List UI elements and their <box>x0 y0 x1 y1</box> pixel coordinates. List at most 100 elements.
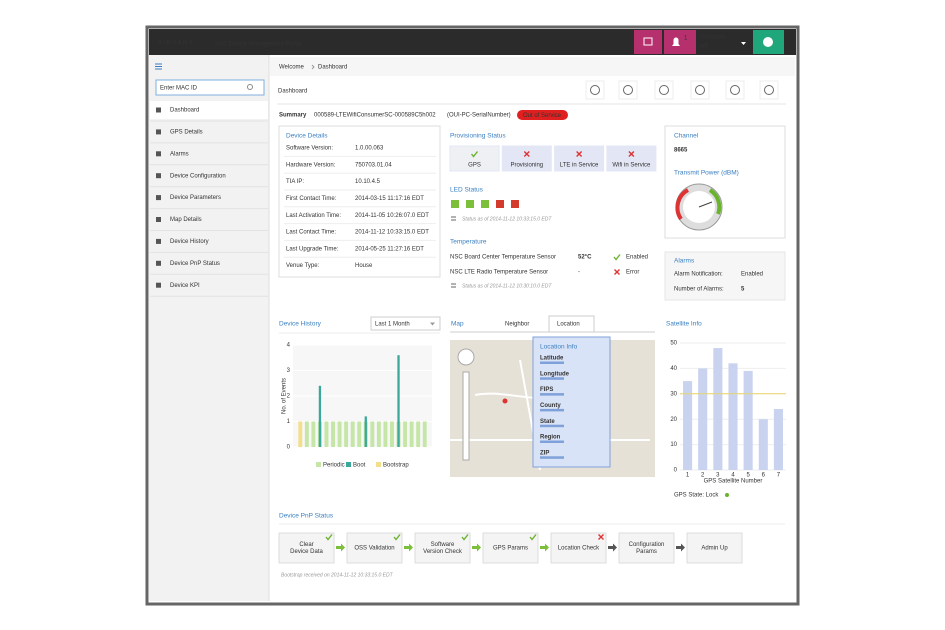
alarm-label: Alarm Notification: <box>674 272 723 278</box>
refresh-icon <box>451 283 456 288</box>
detail-label: Last Activation Time: <box>286 213 341 219</box>
calendar-button[interactable] <box>634 30 662 54</box>
menu-item-highlight <box>150 101 268 119</box>
bar <box>390 421 394 447</box>
notification-count: 1 <box>684 36 688 42</box>
y-tick-label: 40 <box>670 366 677 372</box>
toolbar-icon <box>590 85 600 95</box>
bar <box>416 421 421 447</box>
refresh-icon <box>451 216 456 221</box>
toolbar-icon <box>730 85 740 95</box>
error-icon <box>523 151 530 157</box>
alarm-value: Enabled <box>741 272 763 278</box>
notifications-button[interactable] <box>664 30 696 54</box>
menu-item[interactable]: Map Details <box>170 217 202 223</box>
pnp-step-label: Location Check <box>558 546 600 552</box>
status-note: Status as of 2014-11-12 10:33:15.0 EDT <box>462 216 552 222</box>
status-text: Out of Service <box>523 113 562 119</box>
menu-item[interactable]: Device Parameters <box>170 195 221 201</box>
popup-value <box>540 377 564 380</box>
legend-swatch <box>376 462 381 467</box>
sensor-value: - <box>578 270 580 276</box>
section-title: Device History <box>279 321 322 328</box>
check-icon <box>393 534 401 541</box>
map-tab[interactable]: Location <box>557 322 580 328</box>
menu-item[interactable]: GPS Details <box>170 129 203 135</box>
bell-icon <box>672 37 680 46</box>
menu-item[interactable]: Device KPI <box>170 283 200 289</box>
map-pan-control[interactable] <box>457 348 475 366</box>
error-icon <box>576 151 583 157</box>
pnp-step-label: Device Data <box>290 549 323 555</box>
menu-icon <box>156 173 161 179</box>
gps-state-dot <box>725 493 729 497</box>
breadcrumb-link[interactable]: Welcome <box>279 65 305 71</box>
detail-label: Last Contact Time: <box>286 230 336 236</box>
y-tick-label: 4 <box>287 343 291 349</box>
range-dropdown[interactable] <box>370 316 441 331</box>
status-note: Status as of 2014-11-12 10:30:10.0 EDT <box>462 283 552 289</box>
map-zoom-slider[interactable] <box>462 371 470 461</box>
toolbar-button[interactable] <box>690 80 710 100</box>
x-tick-label: 1 <box>686 473 690 479</box>
check-icon <box>613 254 621 261</box>
bar <box>422 421 427 447</box>
led <box>481 200 489 208</box>
summary-label: Summary <box>279 113 307 119</box>
menu-icon <box>156 260 161 266</box>
menu-item[interactable]: Device PnP Status <box>170 261 220 267</box>
pnp-arrow <box>608 543 617 552</box>
toolbar-icon <box>764 85 774 95</box>
toolbar-button[interactable] <box>725 80 745 100</box>
pnp-arrow <box>404 543 413 552</box>
card-title: Alarms <box>674 258 695 265</box>
pnp-step-label: Configuration <box>629 542 665 548</box>
pnp-step <box>278 532 335 564</box>
map-marker <box>502 398 508 404</box>
bar <box>758 419 768 470</box>
detail-value: 750703.01.04 <box>355 162 392 168</box>
menu-icon <box>156 282 161 288</box>
provisioning-label: LTE in Service <box>560 163 599 169</box>
detail-value: House <box>355 263 373 269</box>
card-title: Device Details <box>286 133 328 140</box>
pnp-step-label: Params <box>636 549 657 555</box>
detail-value: 2014-03-15 11:17:16 EDT <box>355 196 424 202</box>
provisioning-label: Provisioning <box>510 163 543 169</box>
x-tick-label: 5 <box>746 473 750 479</box>
y-tick-label: 20 <box>670 417 677 423</box>
pnp-step <box>550 532 607 564</box>
device-id: 000589-LTEWifiConsumerSC-000589C5h002 <box>314 113 436 119</box>
pnp-arrow <box>540 543 549 552</box>
user-name[interactable]: jeff <box>699 44 708 50</box>
menu-item[interactable]: Dashboard <box>170 108 199 114</box>
toolbar-button[interactable] <box>585 80 605 100</box>
bar <box>344 421 349 447</box>
search-icon <box>247 84 253 90</box>
menu-item[interactable]: Alarms <box>170 151 189 157</box>
pnp-step <box>414 532 471 564</box>
x-tick-label: 3 <box>716 473 720 479</box>
gauge-needle <box>698 201 713 208</box>
check-icon <box>325 534 333 541</box>
y-tick-label: 3 <box>287 368 291 374</box>
user-caret <box>741 42 746 45</box>
bar <box>304 421 309 447</box>
sensor-value: 52°C <box>578 255 592 261</box>
menu-item[interactable]: Device History <box>170 239 209 245</box>
toolbar-button[interactable] <box>654 80 674 100</box>
pnp-step-label: Software <box>431 542 455 548</box>
menu-item[interactable]: Device Configuration <box>170 173 226 179</box>
bar <box>773 409 783 470</box>
popup-value <box>540 456 564 459</box>
popup-field: State <box>540 419 555 425</box>
led <box>511 200 519 208</box>
y-tick-label: 0 <box>287 445 291 451</box>
popup-value <box>540 424 564 428</box>
search-box[interactable] <box>155 79 265 96</box>
toolbar-button[interactable] <box>618 80 638 100</box>
toolbar-button[interactable] <box>759 80 779 100</box>
alarm-label: Number of Alarms: <box>674 287 724 293</box>
popup-field: Longitude <box>540 371 570 377</box>
map-tab[interactable]: Neighbor <box>505 322 529 328</box>
